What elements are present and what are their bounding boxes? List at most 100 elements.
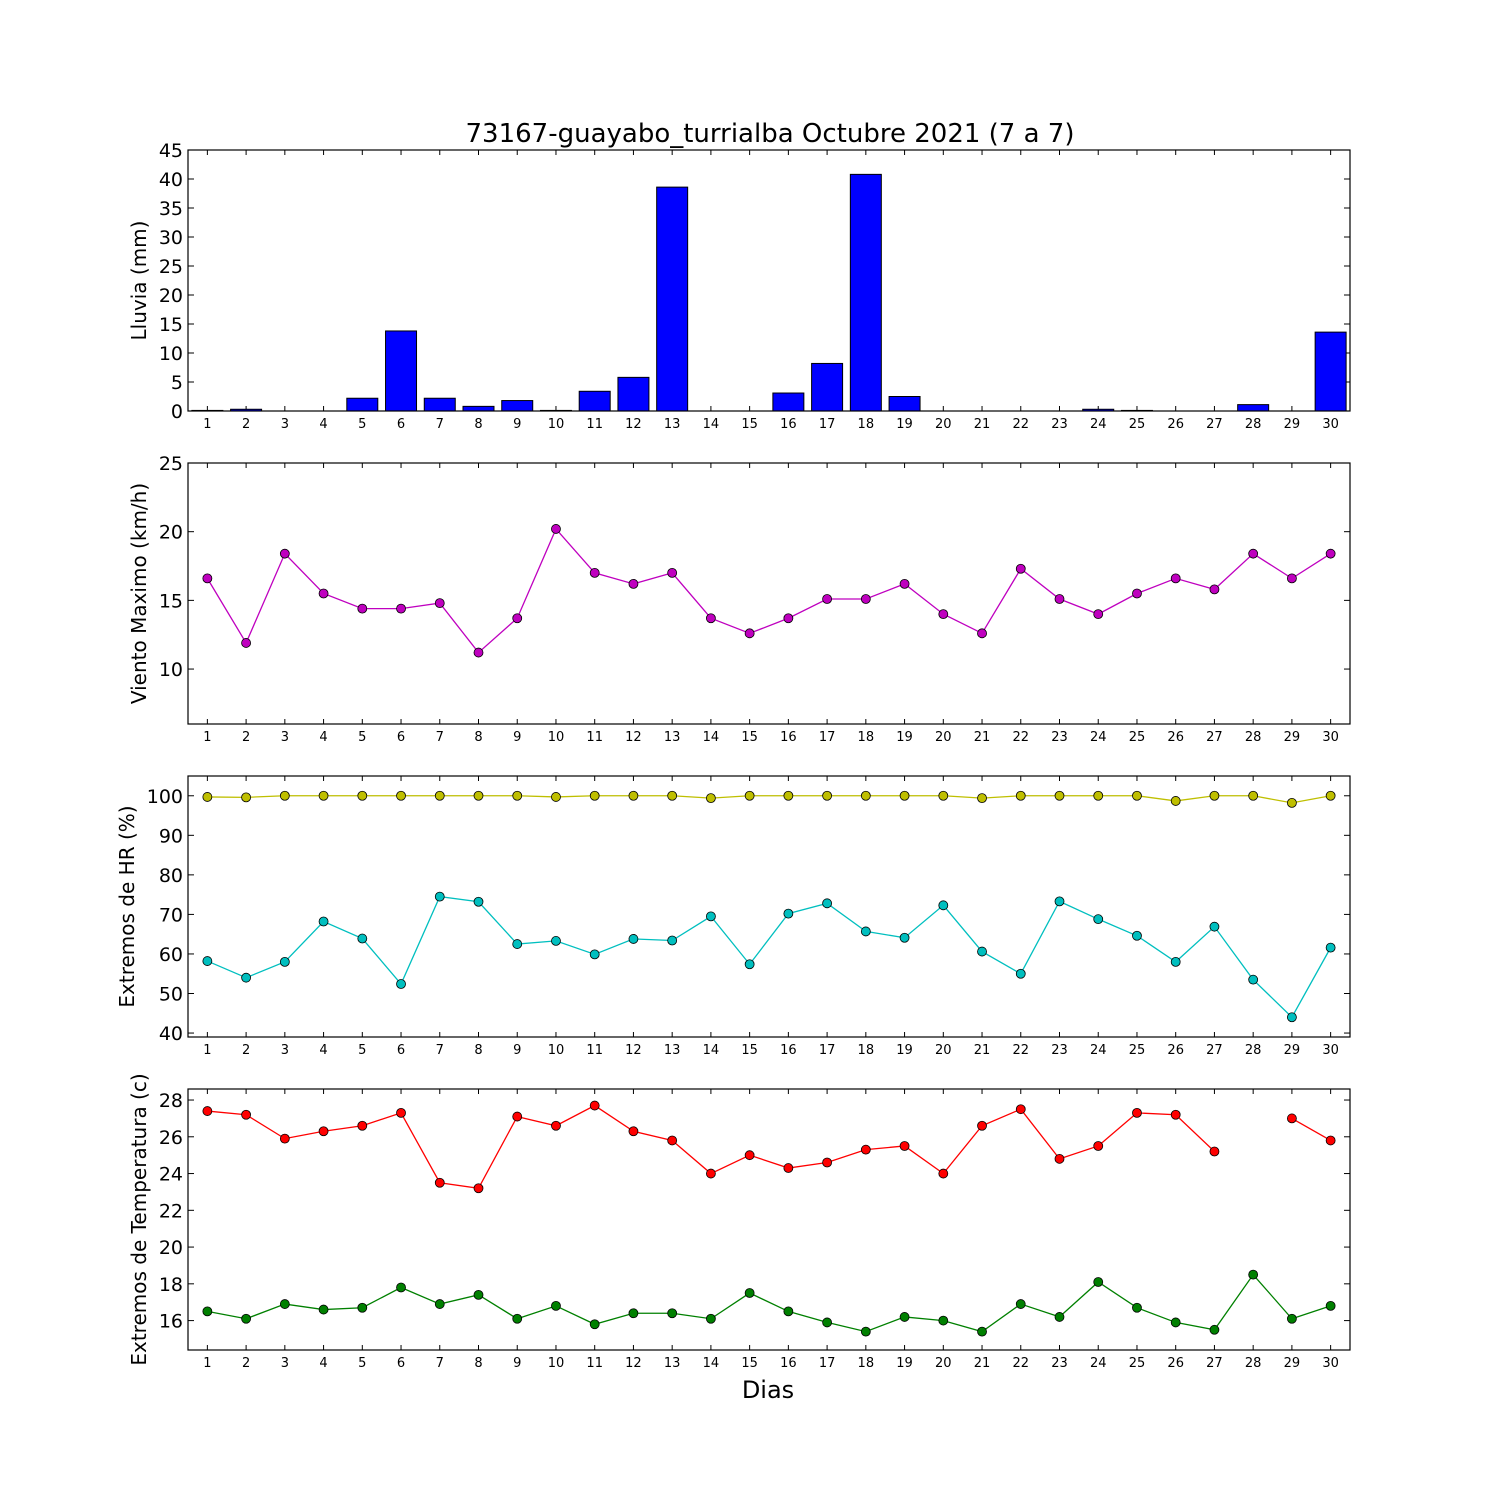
- humidity-ytick-label: 60: [159, 944, 183, 966]
- temperature-xtick-label: 13: [664, 1356, 681, 1371]
- rain-xtick-label: 24: [1090, 417, 1107, 432]
- rain-xtick-label: 5: [358, 417, 366, 432]
- rain-ytick-label: 30: [159, 227, 183, 249]
- temperature-ytick-label: 28: [159, 1090, 183, 1112]
- wind-xtick-label: 10: [548, 730, 565, 745]
- humidity-series-0-point-day-8: [473, 790, 484, 801]
- wind-xtick-label: 9: [513, 730, 521, 745]
- temperature-series-0-point-day-12: [628, 1126, 639, 1137]
- temperature-xtick-label: 5: [358, 1356, 366, 1371]
- wind-xtick-label: 23: [1051, 730, 1068, 745]
- rain-xtick-label: 13: [664, 417, 681, 432]
- humidity-series-0-point-day-25: [1132, 790, 1142, 801]
- rain-xtick-label: 2: [242, 417, 250, 432]
- rain-xtick-label: 10: [548, 417, 565, 432]
- temperature-series-0-point-day-22: [1015, 1104, 1026, 1115]
- humidity-series-1-point-day-3: [279, 956, 290, 967]
- wind-xtick-label: 13: [664, 730, 681, 745]
- humidity-series-1-point-day-25: [1132, 930, 1142, 941]
- temperature-series-1-point-day-21: [977, 1326, 987, 1337]
- temperature-series-0-point-day-25: [1132, 1107, 1142, 1118]
- rain-bar-day-17: [811, 362, 844, 412]
- temperature-series-0-point-day-23: [1054, 1153, 1065, 1164]
- temperature-xtick-label: 6: [397, 1356, 405, 1371]
- temperature-series-0-point-day-6: [396, 1107, 406, 1118]
- temperature-series-1-point-day-23: [1054, 1312, 1065, 1322]
- humidity-series-0-point-day-23: [1054, 790, 1065, 801]
- temperature-xtick-label: 19: [896, 1356, 913, 1371]
- humidity-series-1-point-day-24: [1093, 914, 1104, 925]
- humidity-series-1-point-day-10: [551, 936, 561, 946]
- humidity-series-0-point-day-29: [1287, 797, 1297, 808]
- temperature-series-0-point-day-30: [1325, 1135, 1336, 1146]
- chart-title: 73167-guayabo_turrialba Octubre 2021 (7 …: [466, 119, 1075, 149]
- humidity-xtick-label: 14: [703, 1043, 720, 1058]
- temperature-series-1-point-day-30: [1325, 1300, 1336, 1311]
- temperature-series-1-point-day-20: [938, 1315, 949, 1326]
- temperature-xtick-label: 11: [586, 1356, 603, 1371]
- humidity-series-1-point-day-20: [938, 900, 949, 911]
- temperature-xtick-label: 3: [281, 1356, 289, 1371]
- temperature-series-0-point-day-19: [899, 1141, 910, 1151]
- rain-xtick-label: 18: [858, 417, 875, 432]
- wind-xtick-label: 27: [1206, 730, 1223, 745]
- temperature-xtick-label: 27: [1206, 1356, 1223, 1371]
- temperature-series-0-point-day-11: [589, 1100, 600, 1111]
- wind-xtick-label: 22: [1012, 730, 1029, 745]
- wind-ytick-label: 20: [159, 522, 183, 544]
- temperature-series-0-point-day-10: [551, 1120, 561, 1131]
- temperature-series-0-point-day-29: [1287, 1113, 1297, 1124]
- humidity-series-0-point-day-3: [279, 790, 290, 801]
- humidity-series-1-point-day-5: [357, 933, 368, 944]
- humidity-series-0-point-day-27: [1209, 790, 1220, 801]
- wind-series-0-point-day-13: [667, 567, 678, 578]
- humidity-series-0-point-day-7: [434, 790, 445, 801]
- temperature-series-1-point-day-19: [899, 1312, 910, 1322]
- temperature-xtick-label: 30: [1322, 1356, 1339, 1371]
- humidity-xtick-label: 22: [1012, 1043, 1029, 1058]
- wind-series-0-point-day-26: [1170, 573, 1181, 584]
- wind-series-0-point-day-30: [1325, 548, 1336, 559]
- temperature-xtick-label: 22: [1012, 1356, 1029, 1371]
- wind-plot-frame: [187, 462, 1351, 725]
- temperature-xtick-label: 4: [319, 1356, 327, 1371]
- wind-xtick-label: 1: [203, 730, 211, 745]
- rain-xtick-label: 16: [780, 417, 797, 432]
- rain-bar-day-12: [617, 376, 650, 412]
- temperature-plot-frame: [187, 1088, 1351, 1351]
- temperature-series-0-point-day-26: [1170, 1109, 1181, 1120]
- temperature-series-1-point-day-8: [473, 1289, 484, 1300]
- humidity-plot-frame: [187, 775, 1351, 1038]
- humidity-series-0-point-day-28: [1248, 790, 1259, 801]
- temperature-xtick-label: 23: [1051, 1356, 1068, 1371]
- humidity-series-1-point-day-27: [1209, 921, 1220, 932]
- humidity-series-1-point-day-18: [860, 926, 871, 937]
- wind-xtick-label: 14: [703, 730, 720, 745]
- wind-ytick-label: 25: [159, 453, 183, 475]
- humidity-series-0-point-day-24: [1093, 790, 1104, 801]
- humidity-xtick-label: 21: [974, 1043, 991, 1058]
- humidity-xtick-label: 6: [397, 1043, 405, 1058]
- wind-series-0-point-day-29: [1287, 573, 1297, 584]
- humidity-series-0-point-day-15: [744, 790, 755, 801]
- humidity-xtick-label: 24: [1090, 1043, 1107, 1058]
- wind-xtick-label: 5: [358, 730, 366, 745]
- wind-xtick-label: 20: [935, 730, 952, 745]
- wind-xtick-label: 29: [1284, 730, 1301, 745]
- temperature-ytick-label: 18: [159, 1274, 183, 1296]
- temperature-series-1-point-day-16: [783, 1306, 794, 1317]
- temperature-series-1-point-day-28: [1248, 1269, 1259, 1280]
- humidity-xtick-label: 19: [896, 1043, 913, 1058]
- rain-bar-day-9: [501, 400, 534, 412]
- rain-xtick-label: 20: [935, 417, 952, 432]
- humidity-series-0-point-day-5: [357, 790, 368, 801]
- humidity-series-1-point-day-7: [434, 891, 445, 902]
- humidity-series-1-point-day-17: [822, 898, 832, 909]
- temperature-xtick-label: 25: [1129, 1356, 1146, 1371]
- temperature-series-1-point-day-4: [318, 1304, 329, 1315]
- temperature-series-0-point-day-20: [938, 1168, 949, 1179]
- temperature-series-1-point-day-17: [822, 1317, 832, 1328]
- wind-xtick-label: 21: [974, 730, 991, 745]
